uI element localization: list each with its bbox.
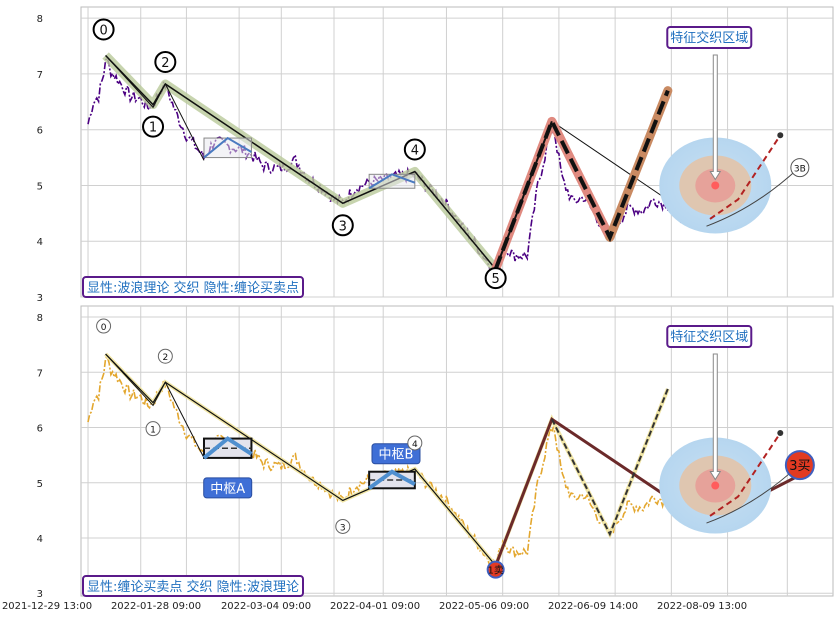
wave-label-circle — [145, 421, 161, 437]
wave-label: 0 — [101, 323, 107, 333]
buy-marker — [790, 158, 810, 178]
region-arrow — [709, 54, 722, 181]
buy-marker-label: 3买 — [789, 459, 810, 474]
region-label: 特征交织区域 — [670, 329, 748, 345]
wave-label-circle — [335, 518, 351, 534]
y-tick-label: 8 — [37, 14, 43, 25]
curve-guide — [706, 168, 799, 227]
x-tick-label: 2022-04-01 09:00 — [330, 601, 420, 612]
x-tick-label: 2022-01-28 09:00 — [111, 601, 201, 612]
y-tick-label: 7 — [37, 368, 43, 379]
panel-caption: 显性:缠论买卖点 交织 隐性:波浪理论 — [87, 579, 299, 595]
wave-label: 1 — [149, 121, 157, 136]
panel-caption: 显性:波浪理论 交织 隐性:缠论买卖点 — [87, 280, 299, 296]
wave-label-circle — [154, 50, 177, 73]
price-series — [87, 57, 736, 273]
wave-label: 3 — [340, 523, 346, 533]
caption-box — [82, 276, 304, 298]
wave-label-circle — [484, 267, 507, 290]
zhongshu-stroke — [203, 136, 252, 159]
wave-line — [105, 353, 497, 567]
zhongshu-stroke — [202, 436, 253, 460]
buy-marker-label: 3B — [794, 165, 806, 175]
forecast-peak — [777, 132, 784, 139]
x-tick-label: 2021-12-29 13:00 — [2, 601, 92, 612]
y-tick-label: 6 — [37, 126, 43, 137]
panel-top: 3 4 5 6 7 8 特征交织区域 0 1 2 3 4 5 3B 显性:波浪理论 交织 隐性:缠论买卖点 — [37, 6, 834, 304]
wave-label: 3 — [339, 219, 347, 234]
projection-solid — [494, 120, 553, 270]
caption-box — [82, 575, 304, 597]
y-tick-label: 6 — [37, 424, 43, 435]
wave-label-circle — [407, 435, 423, 451]
forecast-arrow — [709, 134, 782, 220]
wave-label: 2 — [162, 353, 168, 363]
wave-label: 4 — [411, 144, 419, 159]
wave-label-circle — [96, 318, 112, 334]
x-tick-label: 2022-03-04 09:00 — [221, 601, 311, 612]
projection-dash — [550, 388, 669, 537]
chan-line — [105, 353, 205, 459]
zhongshu-label-box — [371, 443, 421, 465]
wave-line — [105, 54, 497, 270]
region-center — [711, 181, 720, 190]
x-tick-label: 2022-05-06 09:00 — [439, 601, 529, 612]
x-tick-label: 2022-08-09 13:00 — [657, 601, 747, 612]
wave-label-circle — [331, 214, 354, 237]
y-tick-label: 8 — [37, 313, 43, 324]
y-tick-label: 5 — [37, 479, 43, 490]
wave-label: 0 — [99, 24, 107, 39]
wave-label-circle — [92, 18, 115, 41]
region-label: 特征交织区域 — [670, 30, 748, 46]
zhongshu-label: 中枢A — [210, 482, 245, 497]
zhongshu-box-1 — [368, 173, 416, 189]
wave-label: 2 — [161, 56, 169, 71]
zhongshu-label: 中枢B — [379, 448, 414, 463]
chan-line — [105, 55, 205, 161]
region-label-box — [666, 325, 753, 348]
zhongshu-stroke — [367, 469, 416, 490]
y-tick-label: 5 — [37, 181, 43, 192]
forecast-arrow — [709, 432, 782, 517]
wave-label: 1 — [150, 426, 156, 436]
y-tick-label: 4 — [37, 534, 43, 545]
wave-label-circle — [142, 115, 165, 138]
wave-label: 4 — [412, 440, 418, 450]
zhongshu-stroke — [368, 173, 416, 190]
wave-label: 5 — [492, 272, 500, 287]
y-tick-label: 3 — [37, 293, 43, 304]
projection-dash — [493, 89, 670, 270]
buy-marker — [784, 450, 815, 481]
sell-marker-label: 1卖 — [487, 565, 503, 577]
forecast-peak — [777, 430, 784, 437]
region-label-box — [666, 26, 753, 49]
region-arrow — [709, 353, 722, 481]
y-tick-label: 3 — [37, 589, 43, 600]
region-center — [711, 481, 720, 490]
x-tick-label: 2022-06-09 14:00 — [548, 601, 638, 612]
wave-label-circle — [157, 348, 173, 364]
y-tick-label: 4 — [37, 237, 43, 248]
sell-marker — [486, 560, 505, 579]
y-tick-label: 7 — [37, 70, 43, 81]
zhongshu-label-box — [203, 477, 253, 499]
wave-label-circle — [403, 138, 426, 161]
